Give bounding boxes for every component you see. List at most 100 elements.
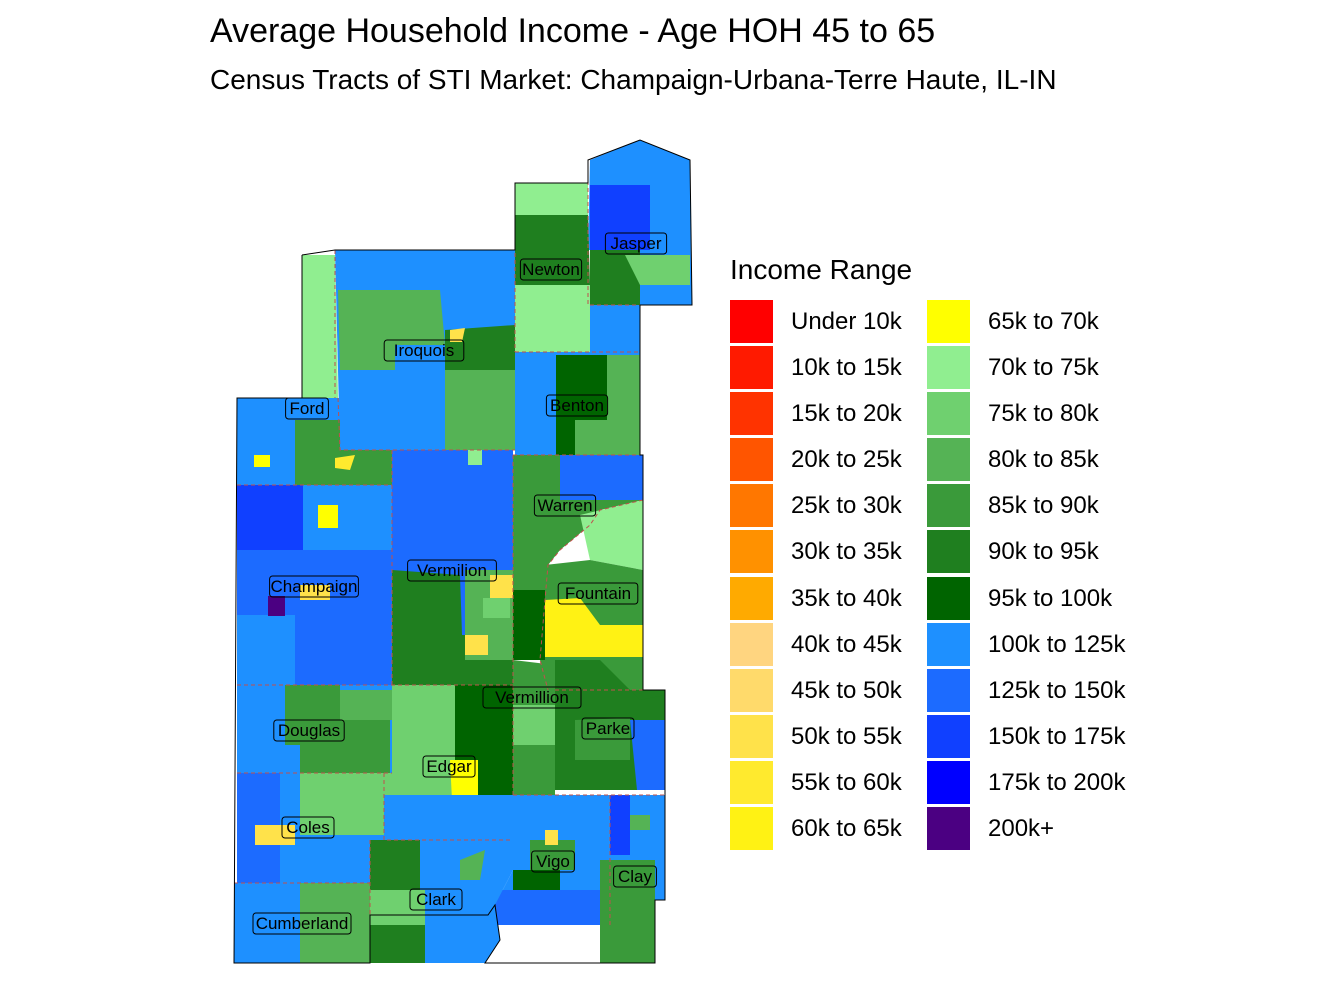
tract: [513, 870, 560, 890]
tract: [590, 305, 640, 352]
county-name: Ford: [290, 399, 325, 418]
county-label-box: [545, 394, 609, 417]
tract: [237, 615, 295, 685]
tract: [556, 355, 607, 420]
county-label-cumberland: Cumberland: [252, 912, 352, 935]
tract: [302, 255, 338, 398]
tract: [460, 850, 485, 880]
county-label-box: [519, 258, 583, 281]
county-label-box: [273, 719, 345, 742]
tract: [300, 773, 384, 835]
legend-label: 75k to 80k: [988, 400, 1099, 428]
tract: [318, 505, 338, 528]
legend-swatch: [730, 530, 773, 574]
county-label-iroquois: Iroquois: [383, 339, 465, 362]
legend-label: 125k to 150k: [988, 676, 1126, 704]
county-name: Warren: [537, 496, 592, 515]
tract: [300, 585, 330, 600]
county-name: Iroquois: [394, 341, 454, 360]
tract: [495, 890, 610, 925]
legend-label: 10k to 15k: [791, 354, 902, 382]
county-label-parke: Parke: [581, 717, 635, 740]
legend-swatch: [927, 714, 970, 758]
legend-swatch: [927, 438, 970, 482]
county-label-box: [269, 575, 359, 598]
tract: [285, 685, 390, 773]
county-label-vermilion: Vermilion: [407, 559, 497, 582]
tract: [338, 290, 445, 370]
tract: [580, 500, 643, 570]
legend-label: 175k to 200k: [988, 768, 1126, 796]
tract: [590, 250, 640, 305]
legend-swatch: [730, 714, 773, 758]
legend-swatch: [730, 576, 773, 620]
county-label-box: [581, 717, 635, 740]
county-labels: Jasper Newton Iroquois Ford Benton Warren Cham…: [252, 232, 668, 935]
tract: [513, 590, 545, 660]
county-label-box: [281, 816, 335, 839]
county-label-vigo: Vigo: [531, 850, 575, 873]
legend-label: 100k to 125k: [988, 630, 1126, 658]
legend-label: 40k to 45k: [791, 630, 902, 658]
tract-fills: [234, 140, 692, 963]
tract: [515, 183, 588, 215]
county-label-box: [383, 339, 465, 362]
county-name: Edgar: [426, 757, 472, 776]
legend-swatch: [927, 622, 970, 666]
county-label-box: [557, 582, 639, 605]
legend-swatch: [730, 300, 773, 343]
legend-title: Income Range: [730, 254, 913, 285]
legend-swatch: [730, 392, 773, 436]
legend-label: 150k to 175k: [988, 722, 1126, 750]
tract: [515, 285, 590, 352]
tract: [483, 598, 510, 618]
legend-label: 45k to 50k: [791, 676, 902, 704]
tract: [450, 760, 478, 800]
county-label-box: [613, 865, 657, 888]
county-label-coles: Coles: [281, 816, 335, 839]
tract: [545, 830, 558, 845]
county-label-box: [285, 397, 329, 420]
legend-label: 25k to 30k: [791, 492, 902, 520]
tract: [513, 705, 555, 745]
legend-label: 30k to 35k: [791, 538, 902, 566]
tract: [370, 925, 425, 963]
tract: [625, 255, 690, 285]
tract: [560, 455, 643, 500]
tract: [335, 455, 355, 470]
tract: [254, 455, 270, 467]
county-name: Cumberland: [256, 914, 349, 933]
tract: [555, 660, 665, 720]
tract: [630, 815, 650, 830]
map-subtitle: Census Tracts of STI Market: Champaign-U…: [210, 64, 1057, 95]
tract: [445, 370, 515, 450]
county-label-box: [252, 912, 352, 935]
legend-swatch: [927, 346, 970, 390]
outer-border: [233, 139, 693, 964]
map-title: Average Household Income - Age HOH 45 to…: [210, 12, 936, 50]
tract: [630, 720, 665, 790]
legend-swatch: [927, 576, 970, 620]
legend-label: 65k to 70k: [988, 308, 1099, 335]
county-name: Vermillion: [495, 688, 569, 707]
legend-swatch: [927, 300, 970, 343]
tract: [303, 485, 392, 550]
county-label-box: [422, 755, 476, 778]
county-name: Clark: [416, 890, 456, 909]
county-label-champaign: Champaign: [269, 575, 359, 598]
legend-label: 15k to 20k: [791, 400, 902, 428]
tract: [268, 596, 285, 616]
tract: [610, 795, 630, 855]
tract: [295, 420, 392, 485]
legend-swatch: [927, 392, 970, 436]
county-name: Champaign: [271, 577, 358, 596]
legend-label: Under 10k: [791, 308, 902, 335]
legend-swatch: [927, 668, 970, 712]
legend-label: 200k+: [988, 815, 1055, 843]
legend-label: 35k to 40k: [791, 584, 902, 612]
county-name: Douglas: [278, 721, 340, 740]
county-label-box: [407, 559, 497, 582]
county-label-vermillion: Vermillion: [482, 686, 582, 709]
county-label-edgar: Edgar: [422, 755, 476, 778]
